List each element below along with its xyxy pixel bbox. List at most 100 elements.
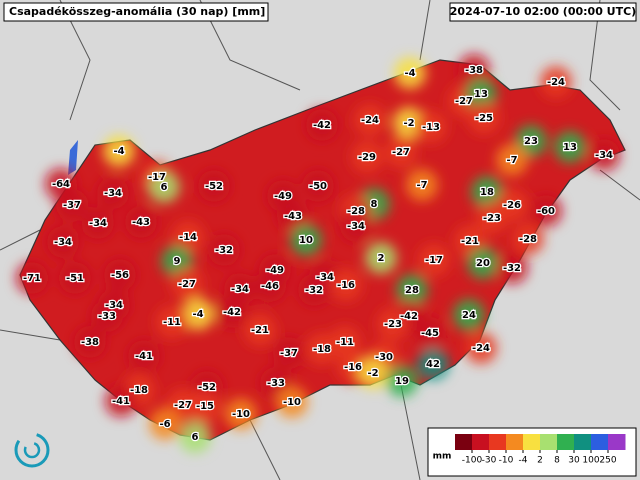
station-value: -37 (63, 200, 81, 211)
legend-tick-label: 8 (554, 456, 560, 466)
anomaly-blob (357, 357, 389, 389)
station-value: -16 (337, 280, 355, 291)
logo (14, 432, 50, 468)
lake (68, 140, 78, 175)
station-value: -23 (483, 213, 501, 224)
anomaly-blob (179, 421, 211, 453)
anomaly-blob (468, 102, 500, 134)
anomaly-blob (290, 224, 322, 256)
anomaly-blob (306, 333, 338, 365)
anomaly-blob (330, 269, 362, 301)
station-value: -51 (66, 273, 84, 284)
station-value: -6 (159, 419, 170, 430)
station-value: 20 (476, 258, 490, 269)
legend-tick-label: -4 (519, 456, 528, 466)
anomaly-blob (82, 207, 114, 239)
anomaly-blob (103, 135, 135, 167)
anomaly-blob (386, 365, 418, 397)
station-value: -32 (215, 245, 233, 256)
station-value: -10 (232, 409, 250, 420)
anomaly-blob (496, 252, 528, 284)
anomaly-blob (306, 109, 338, 141)
station-value: -52 (205, 181, 223, 192)
legend-tick-label: -30 (482, 456, 497, 466)
anomaly-blob (414, 317, 446, 349)
anomaly-blob (276, 386, 308, 418)
station-value: -49 (266, 265, 284, 276)
legend-tick-label: 30 (568, 456, 580, 466)
station-value: -27 (392, 147, 410, 158)
station-value: -7 (416, 180, 427, 191)
anomaly-blob (148, 171, 180, 203)
station-value: -25 (475, 113, 493, 124)
station-value: -2 (403, 118, 414, 129)
anomaly-blob (417, 348, 449, 380)
anomaly-blob (59, 262, 91, 294)
station-value: -27 (455, 96, 473, 107)
legend-tick-label: -10 (499, 456, 514, 466)
station-value: -17 (148, 172, 166, 183)
station-value: -64 (52, 179, 70, 190)
station-value: -37 (280, 348, 298, 359)
anomaly-blob (56, 189, 88, 221)
anomaly-blob (244, 314, 276, 346)
legend-swatch (455, 434, 473, 450)
station-value: -10 (283, 397, 301, 408)
anomaly-blob (254, 270, 286, 302)
station-value: -34 (104, 188, 122, 199)
anomaly-blob (105, 385, 137, 417)
anomaly-blob (354, 104, 386, 136)
station-value: -42 (400, 311, 418, 322)
station-value: -15 (196, 401, 214, 412)
station-value: -14 (179, 232, 197, 243)
station-value: -32 (305, 285, 323, 296)
title: Csapadékösszeg-anomália (30 nap) [mm] (9, 5, 265, 18)
station-value: -49 (274, 191, 292, 202)
anomaly-field (16, 54, 620, 453)
station-value: -50 (309, 181, 327, 192)
timestamp: 2024-07-10 02:00 (00:00 UTC) (450, 5, 636, 18)
station-value: -18 (130, 385, 148, 396)
station-value: -34 (316, 272, 334, 283)
anomaly-blob (91, 300, 123, 332)
anomaly-blob (530, 195, 562, 227)
anomaly-blob (554, 131, 586, 163)
legend-tick-label: 100 (582, 456, 599, 466)
anomaly-blob (512, 223, 544, 255)
legend-swatch (608, 434, 626, 450)
station-value: -34 (231, 284, 249, 295)
legend-swatch (557, 434, 575, 450)
station-value: -42 (223, 307, 241, 318)
station-value: -27 (174, 400, 192, 411)
station-value: 24 (462, 310, 476, 321)
legend-tick-label: 2 (537, 456, 543, 466)
station-value: -7 (506, 155, 517, 166)
anomaly-blob (47, 226, 79, 258)
anomaly-blob (198, 170, 230, 202)
station-value: -41 (112, 396, 130, 407)
station-value: -23 (384, 319, 402, 330)
anomaly-blob (458, 54, 490, 86)
station-value: -41 (135, 351, 153, 362)
anomaly-blob (418, 244, 450, 276)
anomaly-blob (104, 259, 136, 291)
anomaly-blob (208, 234, 240, 266)
anomaly-blob (302, 170, 334, 202)
station-value: -2 (367, 368, 378, 379)
station-value: -26 (503, 200, 521, 211)
legend-swatch (489, 434, 507, 450)
station-value: -33 (267, 378, 285, 389)
anomaly-blob (298, 274, 330, 306)
legend-tick-label: -100 (462, 456, 483, 466)
anomaly-blob (171, 268, 203, 300)
station-value: -33 (98, 311, 116, 322)
station-value: -34 (595, 150, 613, 161)
anomaly-blob (385, 136, 417, 168)
anomaly-blob (496, 144, 528, 176)
station-value: 10 (299, 235, 313, 246)
station-value: -56 (111, 270, 129, 281)
time-box (449, 2, 637, 22)
station-value: -18 (313, 344, 331, 355)
anomaly-blob (277, 200, 309, 232)
